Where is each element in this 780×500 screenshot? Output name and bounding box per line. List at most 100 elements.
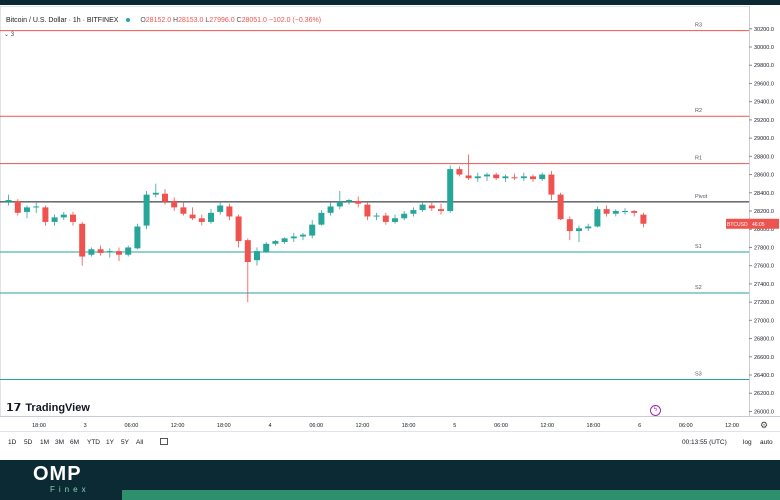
range-6m[interactable]: 6M xyxy=(70,439,80,446)
x-tick-label: 06:00 xyxy=(494,423,508,429)
candle-body xyxy=(438,209,444,211)
indicator-count: 3 xyxy=(10,32,15,38)
range-1d[interactable]: 1D xyxy=(8,439,17,446)
candle-body xyxy=(511,177,518,179)
open-value: 28152.0 xyxy=(145,17,172,24)
y-tick-label: 29600.0 xyxy=(754,81,774,87)
candle-body xyxy=(493,174,500,179)
range-1y[interactable]: 1Y xyxy=(106,439,114,446)
pivot-label-s3: S3 xyxy=(695,372,702,378)
candle-body xyxy=(594,209,601,227)
low-value: 27996.0 xyxy=(209,17,235,24)
candle-body xyxy=(355,200,362,204)
y-tick-label: 28400.0 xyxy=(754,191,774,197)
candle-body xyxy=(60,214,67,218)
pivot-label-pivot: Pivot xyxy=(695,194,708,200)
symbol-title[interactable]: Bitcoin / U.S. Dollar · 1h · BITFINEX xyxy=(6,17,119,24)
range-3m[interactable]: 3M xyxy=(55,439,65,446)
candle-body xyxy=(33,206,40,208)
candle-body xyxy=(346,200,352,202)
price-tag-timer-bg xyxy=(750,218,779,229)
candle-body xyxy=(392,218,398,222)
symbol-legend[interactable]: Bitcoin / U.S. Dollar · 1h · BITFINEX O2… xyxy=(6,17,321,24)
x-tick-label: 06:00 xyxy=(679,423,693,429)
y-tick-label: 30200.0 xyxy=(754,27,774,33)
range-ytd[interactable]: YTD xyxy=(87,439,100,446)
x-tick-label: 18:00 xyxy=(217,423,231,429)
candle-body xyxy=(456,169,463,175)
x-tick-label: 12:00 xyxy=(356,423,370,429)
candle-body xyxy=(640,214,647,224)
candle-body xyxy=(576,228,582,232)
y-tick-label: 28000.0 xyxy=(754,227,774,233)
close-value: 28051.0 xyxy=(241,17,267,24)
candle-body xyxy=(539,174,546,180)
candle-body xyxy=(244,240,251,263)
candle-body xyxy=(382,215,389,222)
candle-body xyxy=(373,215,380,217)
y-tick-label: 26800.0 xyxy=(754,337,774,343)
range-all[interactable]: All xyxy=(136,439,144,446)
y-tick-label: 29800.0 xyxy=(754,63,774,69)
candle-body xyxy=(24,207,30,212)
candle-body xyxy=(171,200,178,208)
candle-body xyxy=(336,201,343,207)
candle-body xyxy=(226,206,233,217)
range-5d[interactable]: 5D xyxy=(24,439,33,446)
price-tag-bg xyxy=(726,218,750,229)
y-tick-label: 26600.0 xyxy=(754,355,774,361)
market-status-dot xyxy=(126,18,131,23)
x-tick-label: 18:00 xyxy=(587,423,601,429)
settings-gear-icon[interactable]: ⚙ xyxy=(760,420,769,430)
candle-body xyxy=(14,200,21,213)
candle-body xyxy=(189,214,196,219)
y-tick-label: 27000.0 xyxy=(754,318,774,324)
candle-body xyxy=(548,174,555,195)
tradingview-logo: 𝟭𝟳 TradingView xyxy=(6,401,90,414)
candle-body xyxy=(327,206,334,213)
candle-body xyxy=(566,219,573,232)
ohlc-values: O28152.0 H28153.0 L27996.0 C28051.0 −102… xyxy=(140,17,322,24)
candle-body xyxy=(520,176,527,179)
auto-scale-toggle[interactable]: auto xyxy=(760,439,773,446)
y-tick-label: 29200.0 xyxy=(754,118,774,124)
range-5y[interactable]: 5Y xyxy=(121,439,129,446)
candle-body xyxy=(364,204,371,217)
candle-body xyxy=(42,207,49,222)
x-tick-label: 4 xyxy=(268,423,271,429)
indicator-collapse-button[interactable]: ⌄ 3 xyxy=(4,32,15,38)
tradingview-wordmark: TradingView xyxy=(25,402,90,414)
x-tick-label: 12:00 xyxy=(171,423,185,429)
candle-body xyxy=(585,226,592,229)
y-tick-label: 27400.0 xyxy=(754,282,774,288)
y-tick-label: 29400.0 xyxy=(754,100,774,106)
x-tick-label: 6 xyxy=(638,423,641,429)
x-tick-label: 12:00 xyxy=(540,423,554,429)
candle-body xyxy=(557,194,564,220)
footer-accent-bar xyxy=(122,490,780,500)
price-chart[interactable]: 26000.0 26200.0 26400.0 26600.0 26800.0 27000… xyxy=(0,0,780,431)
candle-body xyxy=(198,218,205,222)
lightning-icon[interactable]: ϟ xyxy=(650,405,661,416)
omp-logo: OMP xyxy=(33,463,82,485)
candle-body xyxy=(410,210,417,214)
x-tick-label: 3 xyxy=(84,423,87,429)
range-1m[interactable]: 1M xyxy=(40,439,50,446)
top-strip xyxy=(0,0,780,5)
candle-body xyxy=(79,223,86,257)
candle-body xyxy=(281,238,288,242)
calendar-icon[interactable] xyxy=(160,438,168,445)
candle-body xyxy=(484,174,490,177)
candle-body xyxy=(152,192,159,195)
candle-body xyxy=(530,176,536,180)
candle-body xyxy=(125,247,132,255)
candle-body xyxy=(401,213,408,219)
candle-body xyxy=(5,200,12,202)
candle-body xyxy=(465,175,472,179)
candle-body xyxy=(134,226,141,249)
utc-clock[interactable]: 00:13:55 (UTC) xyxy=(682,439,727,446)
candle-body xyxy=(254,251,260,261)
candle-body xyxy=(502,176,509,179)
log-scale-toggle[interactable]: log xyxy=(743,439,752,446)
y-tick-label: 28200.0 xyxy=(754,209,774,215)
